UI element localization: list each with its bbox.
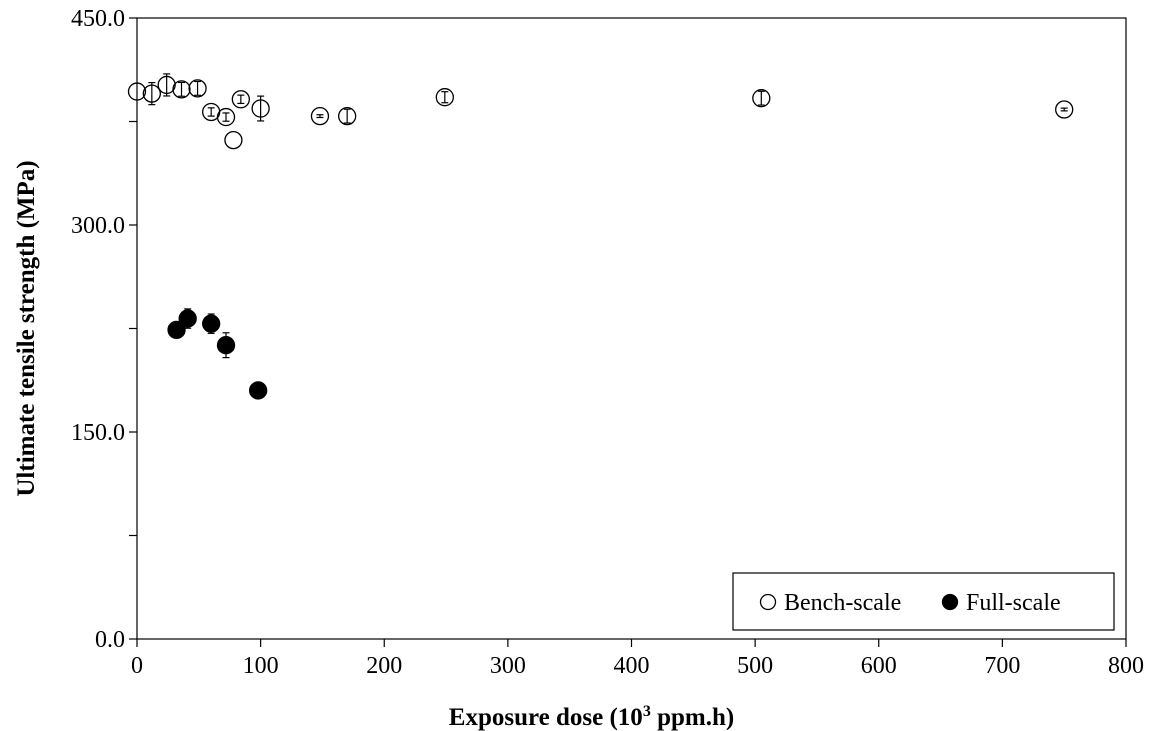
legend-label-bench-scale: Bench-scale — [784, 590, 901, 616]
data-point-bench-scale — [188, 79, 207, 98]
y-axis: 0.0 150.0 300.0 450.0 — [71, 6, 137, 653]
legend: Bench-scale Full-scale — [732, 572, 1115, 631]
x-tick-label: 0 — [131, 653, 143, 679]
y-axis-title: Ultimate tensile strength (MPa) — [13, 160, 40, 496]
data-point-bench-scale — [251, 99, 270, 118]
y-tick-label: 0.0 — [95, 627, 125, 653]
data-point-bench-scale — [216, 107, 236, 127]
x-axis-title-main: Exposure dose (10 — [449, 704, 643, 731]
x-tick-label: 400 — [614, 653, 650, 679]
x-tick-label: 500 — [737, 653, 773, 679]
data-point-bench-scale — [752, 89, 771, 108]
x-tick-label: 100 — [243, 653, 279, 679]
data-point-bench-scale — [310, 106, 330, 126]
x-tick-label: 700 — [984, 653, 1020, 679]
data-point-bench-scale — [338, 106, 357, 126]
x-axis-title: Exposure dose (103 ppm.h) — [449, 703, 734, 731]
x-axis: 0 100 200 300 400 500 600 700 800 — [131, 639, 1144, 679]
x-tick-label: 200 — [366, 653, 402, 679]
legend-label-full-scale: Full-scale — [966, 590, 1061, 616]
data-point-bench-scale — [142, 84, 161, 103]
y-tick-label: 300.0 — [71, 213, 125, 239]
data-point-full-scale — [216, 336, 236, 355]
data-point-full-scale — [167, 320, 186, 340]
data-point-bench-scale — [172, 80, 191, 99]
legend-box — [732, 572, 1115, 631]
data-point-bench-scale — [435, 88, 454, 107]
data-point-full-scale — [249, 381, 268, 400]
x-tick-label: 800 — [1108, 653, 1144, 679]
data-point-full-scale — [178, 309, 197, 328]
data-point-bench-scale — [157, 75, 176, 95]
x-tick-label: 300 — [490, 653, 526, 679]
x-tick-label: 600 — [861, 653, 897, 679]
y-tick-label: 450.0 — [71, 6, 125, 32]
data-point-bench-scale — [231, 90, 250, 109]
data-point-bench-scale — [224, 130, 243, 150]
data-point-bench-scale — [127, 82, 147, 101]
data-point-bench-scale — [1055, 100, 1074, 119]
legend-marker-bench-scale — [759, 593, 777, 611]
x-axis-title-tail: ppm.h) — [651, 704, 734, 731]
y-tick-label: 150.0 — [71, 420, 125, 446]
plot-area — [136, 17, 1127, 640]
data-point-full-scale — [202, 314, 221, 333]
legend-marker-full-scale — [941, 593, 959, 611]
data-points — [127, 73, 1074, 400]
x-axis-title-superscript: 3 — [643, 703, 651, 720]
